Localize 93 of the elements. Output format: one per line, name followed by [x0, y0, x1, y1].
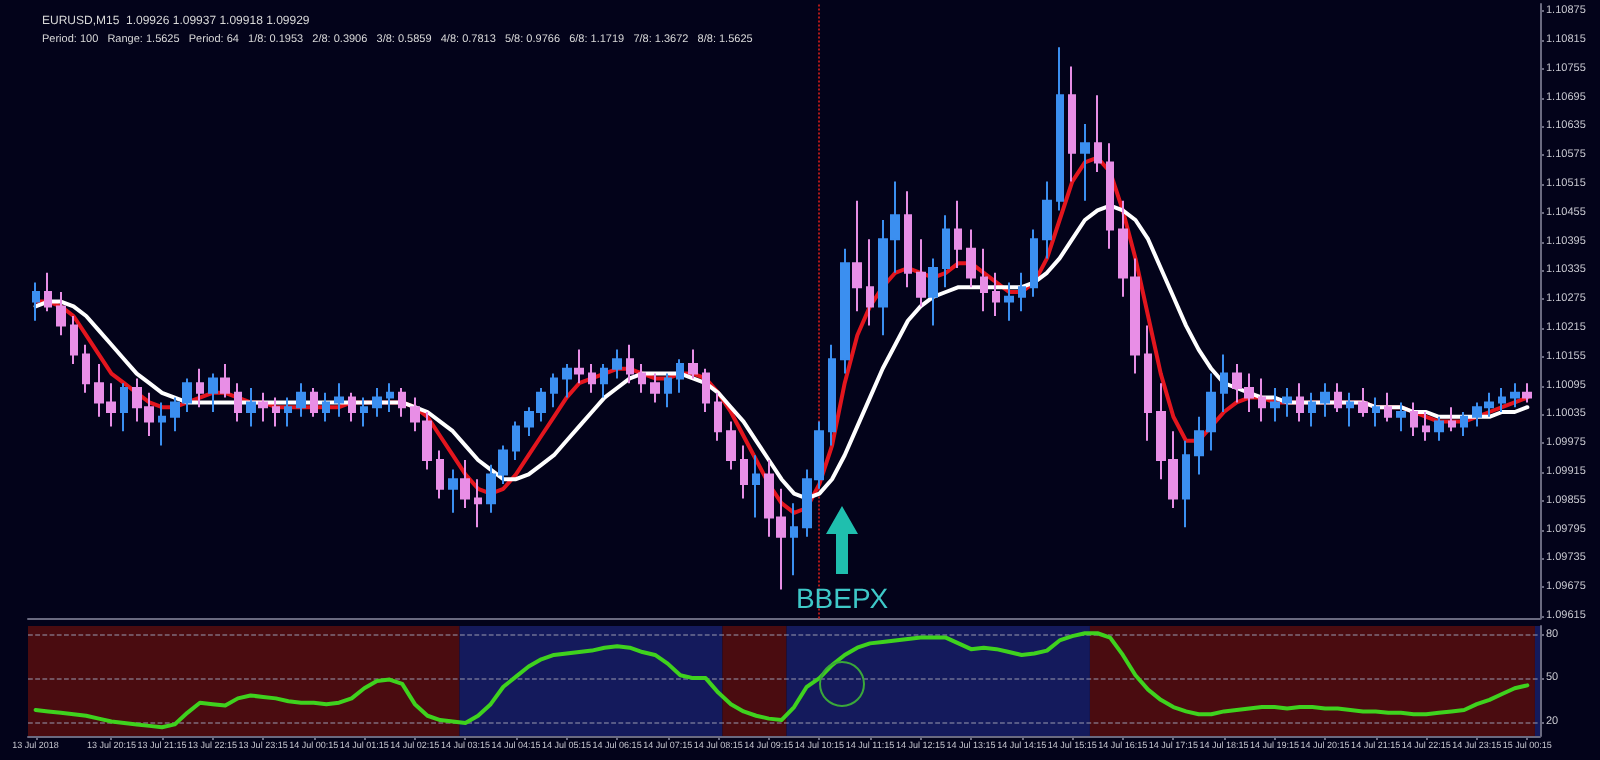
candlestick: [562, 363, 572, 399]
candlestick: [1068, 65, 1076, 183]
candlestick: [676, 358, 684, 394]
candlestick: [650, 372, 660, 404]
candlestick: [1080, 123, 1090, 202]
candlestick: [740, 444, 748, 500]
line-series: [33, 155, 1530, 515]
candlestick: [474, 478, 482, 529]
candlestick: [1410, 401, 1418, 437]
candlestick: [1384, 391, 1392, 423]
candlestick: [752, 454, 760, 519]
candlestick: [1510, 382, 1520, 409]
candlestick: [70, 315, 78, 365]
candlestick: [322, 391, 330, 423]
candlestick: [626, 343, 634, 385]
candlestick: [334, 382, 344, 418]
candlestick: [120, 382, 128, 433]
candlestick: [512, 420, 520, 461]
candlestick: [612, 348, 622, 380]
candlestick: [966, 228, 976, 289]
candlestick: [1220, 353, 1228, 413]
candlestick: [954, 199, 962, 269]
candlestick: [1334, 382, 1342, 413]
candlestick: [574, 348, 584, 385]
candlestick: [436, 449, 444, 500]
candlestick: [272, 396, 280, 428]
candlestick: [348, 391, 356, 423]
candlestick: [460, 459, 470, 509]
candlestick: [1422, 411, 1430, 442]
candlestick: [1320, 382, 1330, 418]
candlestick: [1396, 401, 1406, 433]
candlestick: [234, 382, 242, 423]
candlestick: [1144, 324, 1152, 442]
candlestick: [246, 387, 256, 428]
candlestick: [1296, 382, 1304, 423]
candlestick: [448, 468, 458, 514]
candlestick: [82, 343, 90, 394]
candlestick: [980, 247, 988, 313]
candlestick: [828, 343, 836, 447]
candlestick: [714, 391, 722, 442]
candlestick: [386, 382, 394, 413]
candlestick: [1498, 387, 1506, 413]
candlestick: [702, 367, 710, 413]
candlestick: [1522, 382, 1532, 404]
candlestick: [1018, 271, 1026, 313]
candlestick: [296, 382, 306, 418]
candlestick: [726, 420, 736, 471]
candlestick: [310, 387, 318, 418]
candlestick: [1056, 46, 1064, 212]
candlestick: [928, 257, 938, 327]
candlestick: [1106, 142, 1114, 250]
candlestick: [1372, 396, 1380, 428]
candlestick: [840, 247, 850, 375]
annotation: ВВЕРХ: [795, 582, 890, 614]
candlestick: [904, 190, 912, 289]
line-series: [33, 631, 1530, 730]
candlestick: [1030, 228, 1038, 298]
candlestick: [1258, 377, 1266, 423]
candlestick: [32, 281, 40, 322]
candlestick: [56, 291, 66, 337]
candlestick: [1042, 180, 1052, 260]
candlestick: [790, 502, 798, 577]
candlestick: [664, 372, 672, 409]
candlestick: [942, 214, 950, 289]
candlestick: [1434, 415, 1444, 442]
candlestick: [852, 199, 862, 313]
candlestick: [1004, 281, 1014, 322]
candlestick: [600, 363, 608, 399]
candlestick: [398, 387, 406, 418]
candlestick: [916, 238, 926, 308]
candlestick: [866, 238, 874, 327]
candlestick: [1460, 411, 1468, 437]
candlestick: [550, 372, 558, 409]
candlestick: [360, 396, 368, 428]
candlestick: [208, 372, 218, 413]
candlestick: [638, 363, 646, 394]
candlestick: [158, 401, 166, 447]
candlestick: [1358, 387, 1368, 418]
candlestick: [688, 348, 698, 380]
candlestick: [588, 363, 596, 394]
line-series: [33, 203, 1530, 501]
candlestick: [258, 391, 268, 423]
candlestick: [1308, 391, 1316, 428]
candlestick: [44, 271, 52, 313]
candlestick: [1182, 439, 1190, 529]
candlestick: [220, 363, 230, 399]
candlestick: [1094, 94, 1102, 173]
candlestick: [992, 271, 1000, 317]
candlestick: [196, 367, 204, 409]
candlestick: [284, 396, 292, 428]
candlestick: [372, 387, 382, 418]
candlestick: [1346, 391, 1354, 428]
candlestick: [1448, 406, 1456, 433]
